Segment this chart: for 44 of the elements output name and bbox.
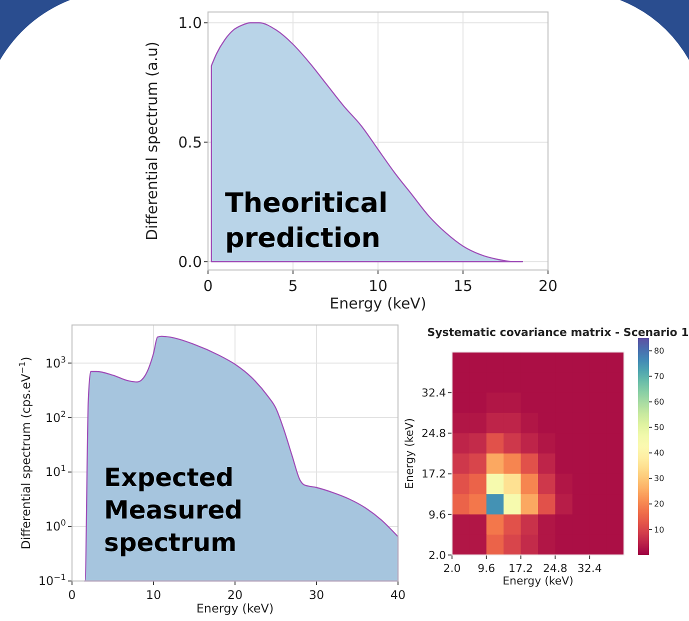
y-tick-label: 10$^{1}$ xyxy=(45,463,66,480)
y-tick-label: 10$^{3}$ xyxy=(45,354,66,370)
color-bar-label: 70 xyxy=(654,372,664,382)
x-tick-label: 15 xyxy=(453,277,473,295)
x-tick-label: 24.8 xyxy=(542,562,568,575)
color-bar-label: 20 xyxy=(654,500,664,509)
x-tick-label: 30 xyxy=(308,588,324,602)
annotation: Expected Measured spectrum xyxy=(104,463,243,557)
y-axis-title: Energy (keV) xyxy=(403,418,416,489)
x-tick-label: 20 xyxy=(538,277,558,295)
color-bar-label: 80 xyxy=(654,346,664,356)
x-tick-label: 0 xyxy=(68,588,76,602)
y-tick-label: 10$^{2}$ xyxy=(45,408,66,425)
chart-title: Systematic covariance matrix - Scenario 1 xyxy=(427,326,689,339)
y-tick-label: 10$^{−1}$ xyxy=(38,572,66,588)
x-tick-label: 2.0 xyxy=(443,562,461,575)
y-tick-label: 1.0 xyxy=(178,14,202,32)
x-tick-label: 20 xyxy=(227,588,243,602)
color-bar-label: 10 xyxy=(654,525,664,534)
y-tick-label: 9.6 xyxy=(428,508,446,522)
y-tick-label: 17.2 xyxy=(422,468,446,481)
y-tick-label: 24.8 xyxy=(422,427,446,440)
x-axis-title: Energy (keV) xyxy=(502,574,574,588)
annotation: Theoritical prediction xyxy=(225,188,388,254)
color-bar-label: 30 xyxy=(654,474,664,484)
x-axis-title: Energy (keV) xyxy=(196,602,274,616)
y-axis-title: Differential spectrum (a.u) xyxy=(143,42,161,240)
x-tick-label: 32.4 xyxy=(577,562,602,575)
x-tick-label: 10 xyxy=(146,588,162,602)
color-bar-label: 40 xyxy=(654,448,664,458)
y-tick-label: 10$^{0}$ xyxy=(45,518,66,534)
x-tick-label: 0 xyxy=(203,277,213,295)
x-tick-label: 9.6 xyxy=(478,562,496,575)
y-tick-label: 0.5 xyxy=(178,133,202,152)
color-bar-label: 50 xyxy=(654,423,664,432)
y-tick-label: 32.4 xyxy=(422,386,446,400)
y-tick-label: 2.0 xyxy=(428,548,446,562)
y-tick-label: 0.0 xyxy=(178,252,202,271)
x-axis-title: Energy (keV) xyxy=(330,294,426,312)
x-tick-label: 5 xyxy=(288,277,298,295)
color-bar-label: 60 xyxy=(654,398,664,407)
x-tick-label: 10 xyxy=(368,277,388,295)
x-tick-label: 17.2 xyxy=(508,562,534,575)
x-tick-label: 40 xyxy=(390,588,406,602)
